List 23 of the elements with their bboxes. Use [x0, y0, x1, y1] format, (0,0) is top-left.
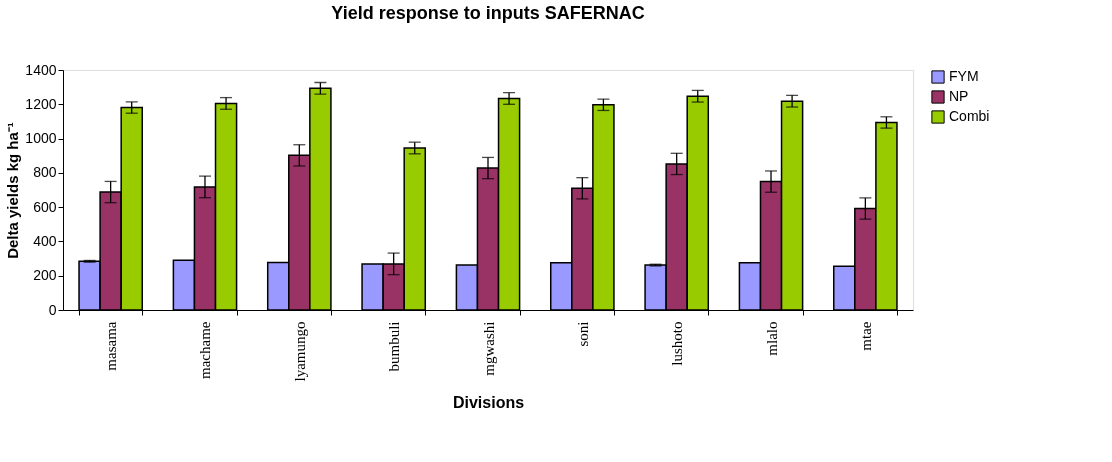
x-tick-label: mgwashi	[480, 321, 497, 376]
y-tick-label: 800	[33, 164, 57, 181]
x-tick-label: lushoto	[669, 321, 686, 366]
x-tick-label: machame	[197, 321, 214, 379]
y-axis-title: Delta yields kg ha⁻¹	[4, 122, 22, 259]
x-tick-label: bumbuli	[386, 321, 403, 372]
y-tick-label: 1000	[25, 130, 57, 147]
x-tick-label: mtae	[857, 321, 874, 351]
legend-label: FYM	[949, 68, 979, 84]
x-axis-title: Divisions	[452, 394, 525, 412]
y-tick-label: 400	[33, 232, 57, 249]
x-tick-label: lyamungo	[291, 321, 308, 382]
y-tick-label: 200	[33, 267, 57, 284]
chart-title: Yield response to inputs SAFERNAC	[331, 3, 645, 23]
legend-label: Combi	[949, 108, 990, 124]
y-tick-label: 1400	[25, 61, 57, 78]
x-tick-label: soni	[574, 321, 591, 347]
y-tick-label: 600	[33, 198, 57, 215]
y-tick-label: 1200	[25, 95, 57, 112]
legend-label: NP	[949, 88, 969, 104]
x-tick-label: mlalo	[763, 321, 780, 356]
y-tick-label: 0	[48, 301, 57, 318]
x-tick-label: masama	[103, 321, 120, 371]
